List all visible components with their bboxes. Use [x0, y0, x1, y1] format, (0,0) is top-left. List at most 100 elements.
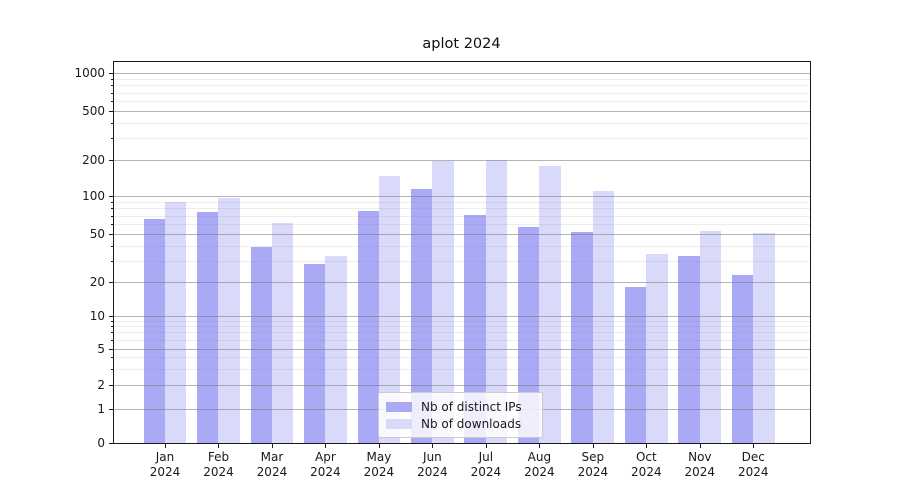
- gridline-minor-8: [114, 326, 810, 328]
- y-tick-0: [109, 443, 113, 444]
- bar-may-downloads: [378, 176, 401, 443]
- gridline-minor-60: [114, 224, 810, 225]
- gridline-minor-80: [114, 208, 810, 210]
- bar-dec-distinct-ips: [731, 274, 754, 443]
- bar-may-distinct-ips: [357, 211, 379, 443]
- y-minor-tick-90: [111, 201, 113, 203]
- spine-left: [113, 61, 114, 444]
- y-minor-tick-9: [111, 320, 113, 322]
- bar-jul-downloads: [485, 159, 508, 443]
- y-minor-tick-8: [111, 326, 113, 328]
- gridline-5: [114, 348, 810, 350]
- y-minor-tick-60: [111, 224, 113, 225]
- bar-jan-distinct-ips: [143, 218, 165, 443]
- gridline-1000: [114, 73, 810, 75]
- y-minor-tick-300: [111, 137, 113, 139]
- y-tick-label-100: 100: [82, 189, 105, 203]
- x-tick-label-mar: Mar 2024: [256, 449, 288, 480]
- y-tick-label-1: 1: [97, 402, 105, 416]
- x-tick-label-apr: Apr 2024: [310, 449, 341, 480]
- y-tick-label-0: 0: [97, 436, 105, 450]
- gridline-minor-7: [114, 332, 810, 334]
- gridline-minor-30: [114, 260, 810, 262]
- legend: Nb of distinct IPs Nb of downloads: [378, 392, 543, 438]
- gridline-minor-400: [114, 122, 810, 124]
- bar-jan-downloads: [165, 201, 187, 443]
- x-tick-label-jul: Jul 2024: [470, 449, 502, 480]
- x-tick-label-feb: Feb 2024: [203, 449, 234, 480]
- spine-top: [113, 61, 811, 62]
- y-minor-tick-900: [111, 78, 113, 80]
- x-tick-nov: [699, 444, 701, 448]
- gridline-minor-300: [114, 137, 810, 139]
- x-tick-label-oct: Oct 2024: [631, 449, 662, 480]
- bar-jun-downloads: [432, 161, 454, 443]
- y-minor-tick-600: [111, 100, 113, 102]
- bar-sep-downloads: [592, 191, 615, 443]
- gridline-minor-700: [114, 92, 810, 94]
- x-tick-may: [378, 444, 380, 448]
- bar-mar-downloads: [271, 223, 294, 443]
- y-tick-1: [109, 409, 113, 410]
- y-tick-label-50: 50: [89, 227, 105, 241]
- y-minor-tick-40: [111, 245, 113, 247]
- y-tick-label-200: 200: [82, 152, 105, 167]
- x-tick-label-may: May 2024: [363, 449, 395, 480]
- y-tick-200: [109, 159, 113, 161]
- y-minor-tick-70: [111, 215, 113, 217]
- gridline-minor-6: [114, 339, 810, 341]
- x-tick-dec: [753, 444, 755, 448]
- bar-sep-distinct-ips: [571, 231, 593, 443]
- gridline-minor-3: [114, 368, 810, 370]
- gridline-20: [114, 282, 810, 283]
- gridline-minor-800: [114, 85, 810, 87]
- gridline-minor-9: [114, 320, 810, 322]
- x-tick-jul: [485, 444, 487, 448]
- legend-swatch-distinct-ips: [386, 401, 412, 412]
- y-tick-label-500: 500: [82, 103, 105, 118]
- x-tick-label-dec: Dec 2024: [738, 449, 769, 480]
- gridline-10: [114, 315, 810, 317]
- bar-aug-distinct-ips: [517, 226, 540, 443]
- legend-label-downloads: Nb of downloads: [421, 416, 522, 431]
- x-tick-sep: [592, 444, 594, 448]
- y-tick-20: [109, 282, 113, 283]
- y-tick-label-1000: 1000: [74, 66, 105, 81]
- y-minor-tick-7: [111, 332, 113, 334]
- y-minor-tick-700: [111, 92, 113, 94]
- y-minor-tick-6: [111, 339, 113, 341]
- x-tick-jun: [432, 444, 434, 448]
- gridline-50: [114, 234, 810, 235]
- gridline-minor-4: [114, 357, 810, 359]
- y-minor-tick-400: [111, 122, 113, 124]
- legend-label-distinct-ips: Nb of distinct IPs: [421, 399, 522, 414]
- gridline-minor-90: [114, 201, 810, 203]
- gridline-minor-40: [114, 245, 810, 247]
- x-tick-oct: [646, 444, 648, 448]
- bar-oct-distinct-ips: [624, 287, 647, 443]
- x-tick-mar: [271, 444, 273, 448]
- x-tick-feb: [218, 444, 220, 448]
- y-tick-label-5: 5: [97, 341, 105, 356]
- legend-swatch-downloads: [386, 418, 412, 429]
- bar-nov-downloads: [699, 230, 722, 443]
- chart-title: aplot 2024: [422, 36, 501, 52]
- y-tick-label-10: 10: [89, 308, 105, 323]
- gridline-500: [114, 110, 810, 112]
- x-tick-label-sep: Sep 2024: [577, 449, 609, 480]
- x-tick-label-nov: Nov 2024: [684, 449, 716, 480]
- legend-item-distinct-ips: Nb of distinct IPs: [386, 398, 534, 415]
- y-tick-50: [109, 234, 113, 235]
- x-tick-apr: [325, 444, 327, 448]
- y-minor-tick-4: [111, 357, 113, 359]
- y-tick-1000: [109, 73, 113, 75]
- bar-apr-distinct-ips: [304, 264, 326, 443]
- x-tick-label-aug: Aug 2024: [524, 449, 555, 480]
- spine-bottom: [113, 443, 811, 444]
- gridline-minor-70: [114, 215, 810, 217]
- y-tick-10: [109, 315, 113, 317]
- x-tick-label-jan: Jan 2024: [149, 449, 181, 480]
- x-tick-jan: [165, 444, 166, 448]
- bar-feb-downloads: [218, 197, 240, 443]
